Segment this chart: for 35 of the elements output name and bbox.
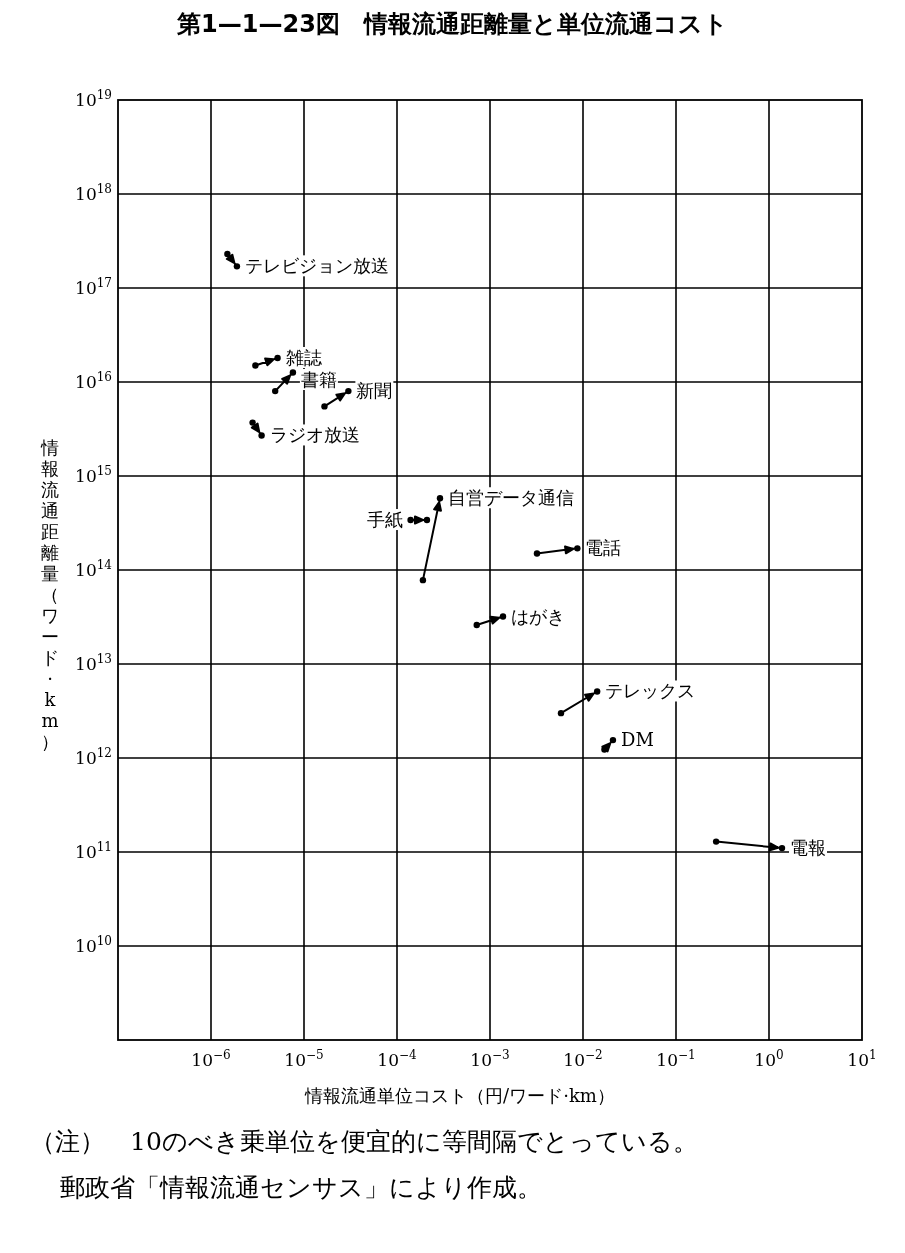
text: 情報流通距離量（ワード·km） xyxy=(41,436,59,752)
chart-title: 第1—1—23図 情報流通距離量と単位流通コスト xyxy=(176,10,728,38)
legend-label: 雑誌 xyxy=(285,347,322,368)
x-tick-label: 10$^{−4}$ xyxy=(377,1048,418,1070)
y-tick-label: 10$^{19}$ xyxy=(75,88,112,110)
y-tick-label: 10$^{10}$ xyxy=(75,934,112,956)
y-tick-label: 10$^{17}$ xyxy=(75,276,112,298)
x-tick-label: 10$^{−2}$ xyxy=(563,1048,603,1070)
legend-label: 自営データ通信 xyxy=(448,487,574,509)
y-tick-label: 10$^{15}$ xyxy=(75,464,112,486)
y-tick-label: 10$^{13}$ xyxy=(75,652,112,674)
x-tick-label: 10$^{−5}$ xyxy=(284,1048,324,1070)
legend-label: 電話 xyxy=(585,537,622,559)
y-tick-label: 10$^{11}$ xyxy=(75,840,112,862)
y-tick-label: 10$^{12}$ xyxy=(75,746,112,768)
y-tick-label: 10$^{16}$ xyxy=(75,370,112,392)
y-tick-label: 10$^{14}$ xyxy=(75,558,113,580)
series-label: テレビジョン放送 xyxy=(244,255,389,277)
x-axis-title: 情報流通単位コスト（円/ワード·km） xyxy=(304,1085,615,1106)
series-label: ラジオ放送 xyxy=(269,424,360,446)
y-tick-label: 10$^{18}$ xyxy=(75,182,112,204)
legend-label: 新聞 xyxy=(356,380,393,402)
x-tick-label: 10$^{1}$ xyxy=(847,1048,877,1070)
legend-label: テレックス xyxy=(605,680,696,702)
text: 郵政省「情報流通センサス」により作成。 xyxy=(60,1173,542,1202)
x-tick-label: 10$^{−1}$ xyxy=(656,1048,696,1070)
series-label: 書籍 xyxy=(300,369,337,390)
legend-label: 電報 xyxy=(790,837,827,859)
series-label: DM xyxy=(620,729,654,751)
x-tick-label: 10$^{0}$ xyxy=(754,1048,784,1070)
series-label: 手紙 xyxy=(366,509,403,531)
legend-label: はがき xyxy=(511,605,566,627)
text: （注） 10のべき乗単位を便宜的に等間隔でとっている。 xyxy=(30,1127,698,1156)
x-tick-label: 10$^{−3}$ xyxy=(470,1048,510,1070)
x-tick-label: 10$^{−6}$ xyxy=(191,1048,231,1070)
